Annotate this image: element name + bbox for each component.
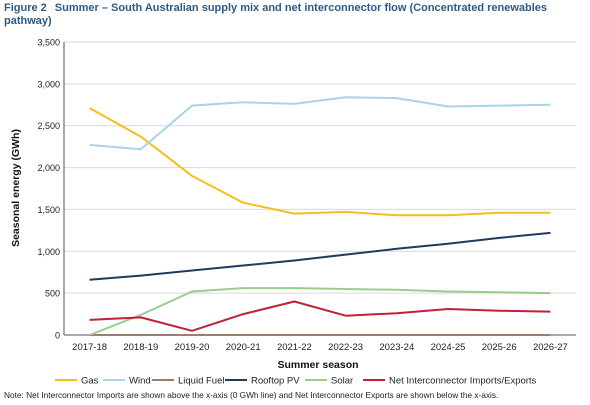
y-tick-label: 3,500 [37,38,60,48]
x-axis-label: Summer season [277,359,358,371]
grid-lines [63,41,576,336]
figure-title: Figure 2 Summer – South Australian supply… [4,2,584,28]
y-tick-label: 2,000 [37,163,60,173]
legend-label: Wind [129,376,151,387]
y-tick-label: 1,000 [37,247,60,257]
footnote: Note: Net Interconnector Imports are sho… [4,390,499,400]
x-tick-label: 2026-27 [533,342,568,353]
x-tick-label: 2021-22 [277,342,312,353]
y-tick-label: 2,500 [37,121,60,131]
x-tick-label: 2017-18 [72,342,107,353]
legend-label: Net Interconnector Imports/Exports [389,376,537,387]
y-tick-label: 1,500 [37,205,60,215]
y-tick-label: 500 [45,289,60,299]
y-tick-label: 3,000 [37,79,60,89]
x-tick-label: 2022-23 [328,342,363,353]
legend-label: Gas [81,376,99,387]
figure-label: Figure 2 [4,2,47,14]
x-tick-label: 2019-20 [175,342,210,353]
y-axis-label: Seasonal energy (GWh) [10,129,22,247]
x-tick-label: 2025-26 [482,342,517,353]
series-line-rooftop-pv [89,231,551,281]
y-tick-label: 0 [55,331,60,341]
figure-title-text: Summer – South Australian supply mix and… [4,2,548,27]
y-axis-ticks: 0 500 1,000 1,500 2,000 2,500 3,000 3,500 [37,38,60,341]
series-line-solar [89,287,551,336]
series-line-net-interconnector-imports-exports [89,300,551,332]
x-tick-label: 2018-19 [123,342,158,353]
series-lines [89,96,551,336]
legend-label: Rooftop PV [251,376,300,387]
x-axis-ticks: 2017-18 2018-19 2019-20 2020-21 2021-22 2022-… [72,342,568,353]
x-tick-label: 2023-24 [379,342,414,353]
x-tick-label: 2024-25 [431,342,466,353]
x-tick-label: 2020-21 [226,342,261,353]
legend-label: Solar [331,376,353,387]
legend: Gas Wind Liquid Fuel Rooftop PV Solar Net Int… [55,376,537,387]
series-line-gas [89,107,551,217]
series-line-wind [89,96,551,151]
legend-label: Liquid Fuel [178,376,224,387]
